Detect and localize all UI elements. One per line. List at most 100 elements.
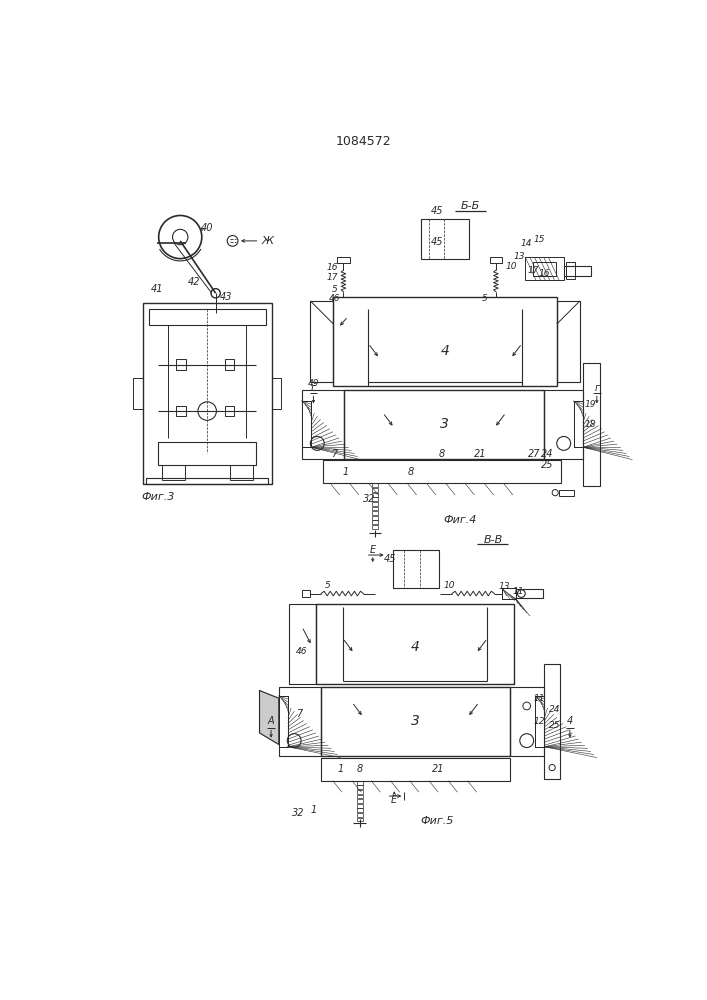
Bar — [279, 687, 321, 756]
Text: 25: 25 — [542, 460, 554, 470]
Text: 46: 46 — [296, 647, 308, 656]
Text: 5: 5 — [481, 294, 487, 303]
Text: 18: 18 — [585, 420, 597, 429]
Text: 4: 4 — [567, 716, 573, 726]
Bar — [516, 589, 543, 598]
Polygon shape — [259, 691, 279, 744]
Bar — [143, 303, 272, 484]
Text: 8: 8 — [408, 467, 414, 477]
Text: 41: 41 — [151, 284, 163, 294]
Bar — [502, 588, 516, 599]
Bar — [559, 490, 575, 496]
Text: г: г — [311, 383, 316, 393]
Text: 45: 45 — [431, 237, 443, 247]
Bar — [372, 483, 378, 487]
Bar — [356, 781, 363, 785]
Text: г: г — [595, 383, 600, 393]
Text: 14: 14 — [520, 239, 532, 248]
Bar — [176, 359, 186, 370]
Bar — [148, 309, 266, 325]
Bar — [302, 389, 344, 459]
Text: 13: 13 — [498, 582, 510, 591]
Text: 45: 45 — [384, 554, 397, 564]
Text: 4: 4 — [411, 640, 419, 654]
Text: 32: 32 — [292, 808, 304, 818]
Bar — [583, 363, 600, 486]
Bar — [566, 262, 575, 279]
Bar — [533, 262, 556, 276]
Text: 21: 21 — [474, 449, 487, 459]
Bar — [372, 488, 378, 492]
Text: А: А — [268, 716, 274, 726]
Bar — [356, 785, 363, 789]
Bar — [334, 297, 557, 386]
Bar — [372, 502, 378, 506]
Bar — [162, 465, 185, 480]
Text: 45: 45 — [431, 206, 443, 216]
Bar — [525, 257, 563, 280]
Text: 7: 7 — [331, 449, 337, 459]
Text: 13: 13 — [513, 252, 525, 261]
Text: 24: 24 — [549, 705, 560, 714]
Bar — [372, 525, 378, 529]
Bar — [544, 389, 583, 459]
Bar — [230, 465, 252, 480]
Text: 1: 1 — [343, 467, 349, 477]
Text: 16: 16 — [539, 269, 550, 278]
Text: 19: 19 — [585, 400, 597, 409]
Bar — [372, 493, 378, 497]
Bar — [302, 401, 311, 447]
Text: Ж: Ж — [262, 236, 273, 246]
Bar — [225, 359, 234, 370]
Text: 8: 8 — [356, 764, 363, 774]
Text: 17: 17 — [326, 273, 338, 282]
Text: E: E — [370, 545, 376, 555]
Text: 43: 43 — [220, 292, 233, 302]
Bar — [302, 590, 310, 597]
Bar — [502, 588, 516, 599]
Bar — [372, 516, 378, 520]
Bar — [337, 257, 350, 263]
Text: 11: 11 — [513, 587, 524, 596]
Text: 5: 5 — [325, 581, 330, 590]
Bar — [393, 550, 439, 588]
Text: 15: 15 — [533, 235, 545, 244]
Bar — [158, 442, 257, 465]
Text: Фиг.4: Фиг.4 — [443, 515, 477, 525]
Bar — [133, 378, 143, 409]
Bar — [225, 406, 234, 416]
Bar — [372, 497, 378, 501]
Text: 46: 46 — [329, 294, 341, 303]
Text: 27: 27 — [528, 449, 541, 459]
Text: Фиг.5: Фиг.5 — [420, 816, 453, 826]
Bar — [372, 520, 378, 524]
Bar — [322, 460, 561, 483]
Text: 1: 1 — [337, 764, 344, 774]
Text: 40: 40 — [201, 223, 214, 233]
Bar — [573, 401, 583, 447]
Text: 7: 7 — [296, 709, 303, 719]
Text: 5: 5 — [332, 285, 338, 294]
Text: 4: 4 — [440, 344, 450, 358]
Bar — [557, 301, 580, 382]
Text: 3: 3 — [411, 714, 419, 728]
Bar — [176, 406, 186, 416]
Text: 1084572: 1084572 — [336, 135, 391, 148]
Text: 24: 24 — [542, 449, 554, 459]
Text: 49: 49 — [308, 379, 319, 388]
Bar — [310, 301, 334, 382]
Bar — [490, 257, 502, 263]
Bar — [356, 808, 363, 812]
Bar — [502, 590, 510, 597]
Bar — [321, 687, 510, 756]
Text: 1: 1 — [310, 805, 317, 815]
Bar — [288, 604, 316, 684]
Bar — [356, 818, 363, 821]
Text: 32: 32 — [363, 494, 375, 504]
Text: В-В: В-В — [484, 535, 503, 545]
Text: Фиг.3: Фиг.3 — [141, 492, 175, 502]
Text: 8: 8 — [439, 449, 445, 459]
Bar — [356, 790, 363, 794]
Bar — [356, 799, 363, 803]
Text: 10: 10 — [444, 581, 455, 590]
